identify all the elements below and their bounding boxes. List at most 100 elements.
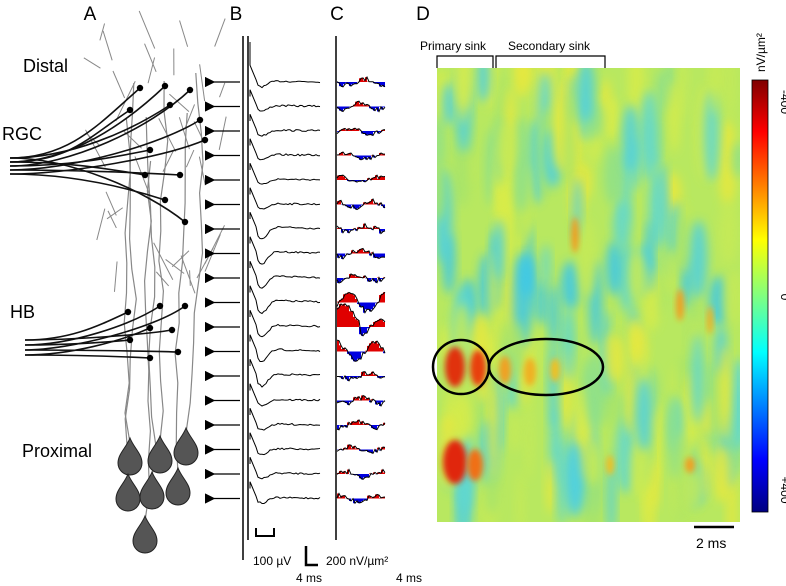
csd-fill <box>375 227 377 229</box>
heat-streak <box>535 279 548 327</box>
csd-fill <box>343 303 345 327</box>
csd-fill <box>377 227 379 229</box>
csd-fill <box>363 424 365 425</box>
heat-streak <box>585 350 606 429</box>
csd-fill <box>349 445 351 450</box>
csd-trace <box>336 468 386 481</box>
csd-fill <box>337 175 339 180</box>
black-dendrite <box>9 119 201 171</box>
csd-fill <box>377 253 379 259</box>
csd-fill <box>343 471 345 474</box>
csd-fill <box>379 376 381 379</box>
csd-fill <box>347 106 349 109</box>
heat-streak <box>577 218 597 298</box>
heat-blob <box>550 358 560 382</box>
csd-fill <box>351 275 353 278</box>
heat-streak <box>556 439 567 522</box>
csd-fill <box>351 351 353 360</box>
csd-fill <box>381 319 383 327</box>
heat-streak <box>585 437 602 486</box>
csd-fill <box>369 473 371 474</box>
csd-fill <box>355 319 357 327</box>
heat-blob <box>524 358 536 386</box>
heat-blob <box>676 289 684 321</box>
csd-fill <box>379 449 381 451</box>
csd-trace <box>336 247 386 260</box>
dendrite-tip <box>196 116 204 124</box>
csd-fill <box>367 397 369 401</box>
dendrite-tip <box>166 101 174 109</box>
csd-fill <box>351 204 353 206</box>
csd-fill <box>377 82 379 84</box>
csd-fill <box>343 253 345 257</box>
heat-streak <box>513 117 531 213</box>
csd-fill <box>373 203 375 205</box>
csd-fill <box>363 396 365 401</box>
heat-streak <box>691 333 704 424</box>
colorbar-tick: +400 <box>778 476 786 503</box>
panel-label: D <box>416 4 430 25</box>
csd-fill <box>339 425 341 426</box>
panel-label: B <box>230 4 243 25</box>
csd-fill <box>337 131 339 132</box>
csd-fill <box>359 277 361 278</box>
csd-fill <box>355 252 357 254</box>
csd-fill <box>355 276 357 278</box>
heat-streak <box>541 244 551 288</box>
csd-fill <box>367 424 369 425</box>
gray-branch <box>185 149 195 168</box>
csd-fill <box>359 399 361 401</box>
heat-streak <box>689 220 708 299</box>
heat-streak <box>615 414 636 494</box>
panel-label: C <box>330 4 344 25</box>
field-trace <box>249 359 321 388</box>
csd-fill <box>381 154 383 156</box>
gray-branch <box>155 271 170 287</box>
heat-streak <box>665 250 675 295</box>
csd-fill <box>363 474 365 478</box>
csd-fill <box>369 302 371 312</box>
csd-fill <box>361 327 363 336</box>
csd-trace <box>336 198 386 211</box>
gray-branch <box>96 208 106 241</box>
gray-branch <box>171 250 190 268</box>
csd-fill <box>383 376 385 377</box>
heat-streak <box>718 200 739 265</box>
csd-fill <box>375 425 377 430</box>
heat-streak <box>640 90 658 182</box>
csd-fill <box>377 400 379 403</box>
csd-trace <box>336 76 386 88</box>
csd-fill <box>369 449 371 453</box>
csd-fill <box>343 294 345 303</box>
csd-fill <box>353 274 355 278</box>
csd-fill <box>357 128 359 131</box>
csd-fill <box>355 129 357 131</box>
csd-fill <box>337 228 339 229</box>
dendrite-tip <box>174 348 182 356</box>
gray-branch <box>218 116 227 150</box>
csd-fill <box>383 292 385 303</box>
csd-fill <box>379 347 381 352</box>
heat-blob <box>606 455 614 475</box>
heat-streak <box>442 82 456 126</box>
heat-streak <box>631 440 651 495</box>
csd-fill <box>371 252 373 254</box>
dendrite-tip <box>168 326 176 334</box>
csd-fill <box>343 229 345 230</box>
csd-fill <box>341 151 343 156</box>
field-trace <box>249 89 321 112</box>
heat-streak <box>548 340 559 428</box>
field-trace <box>249 187 321 210</box>
csd-fill <box>357 376 359 377</box>
csd-fill <box>339 497 341 499</box>
csd-fill <box>361 155 363 160</box>
scale-bar <box>304 546 318 567</box>
csd-fill <box>369 278 371 281</box>
csd-fill <box>363 327 365 334</box>
scale-label: 4 ms <box>396 571 422 585</box>
csd-fill <box>367 327 369 329</box>
gray-branch <box>112 70 126 99</box>
csd-fill <box>341 175 343 180</box>
csd-fill <box>379 400 381 406</box>
csd-trace <box>336 174 386 183</box>
